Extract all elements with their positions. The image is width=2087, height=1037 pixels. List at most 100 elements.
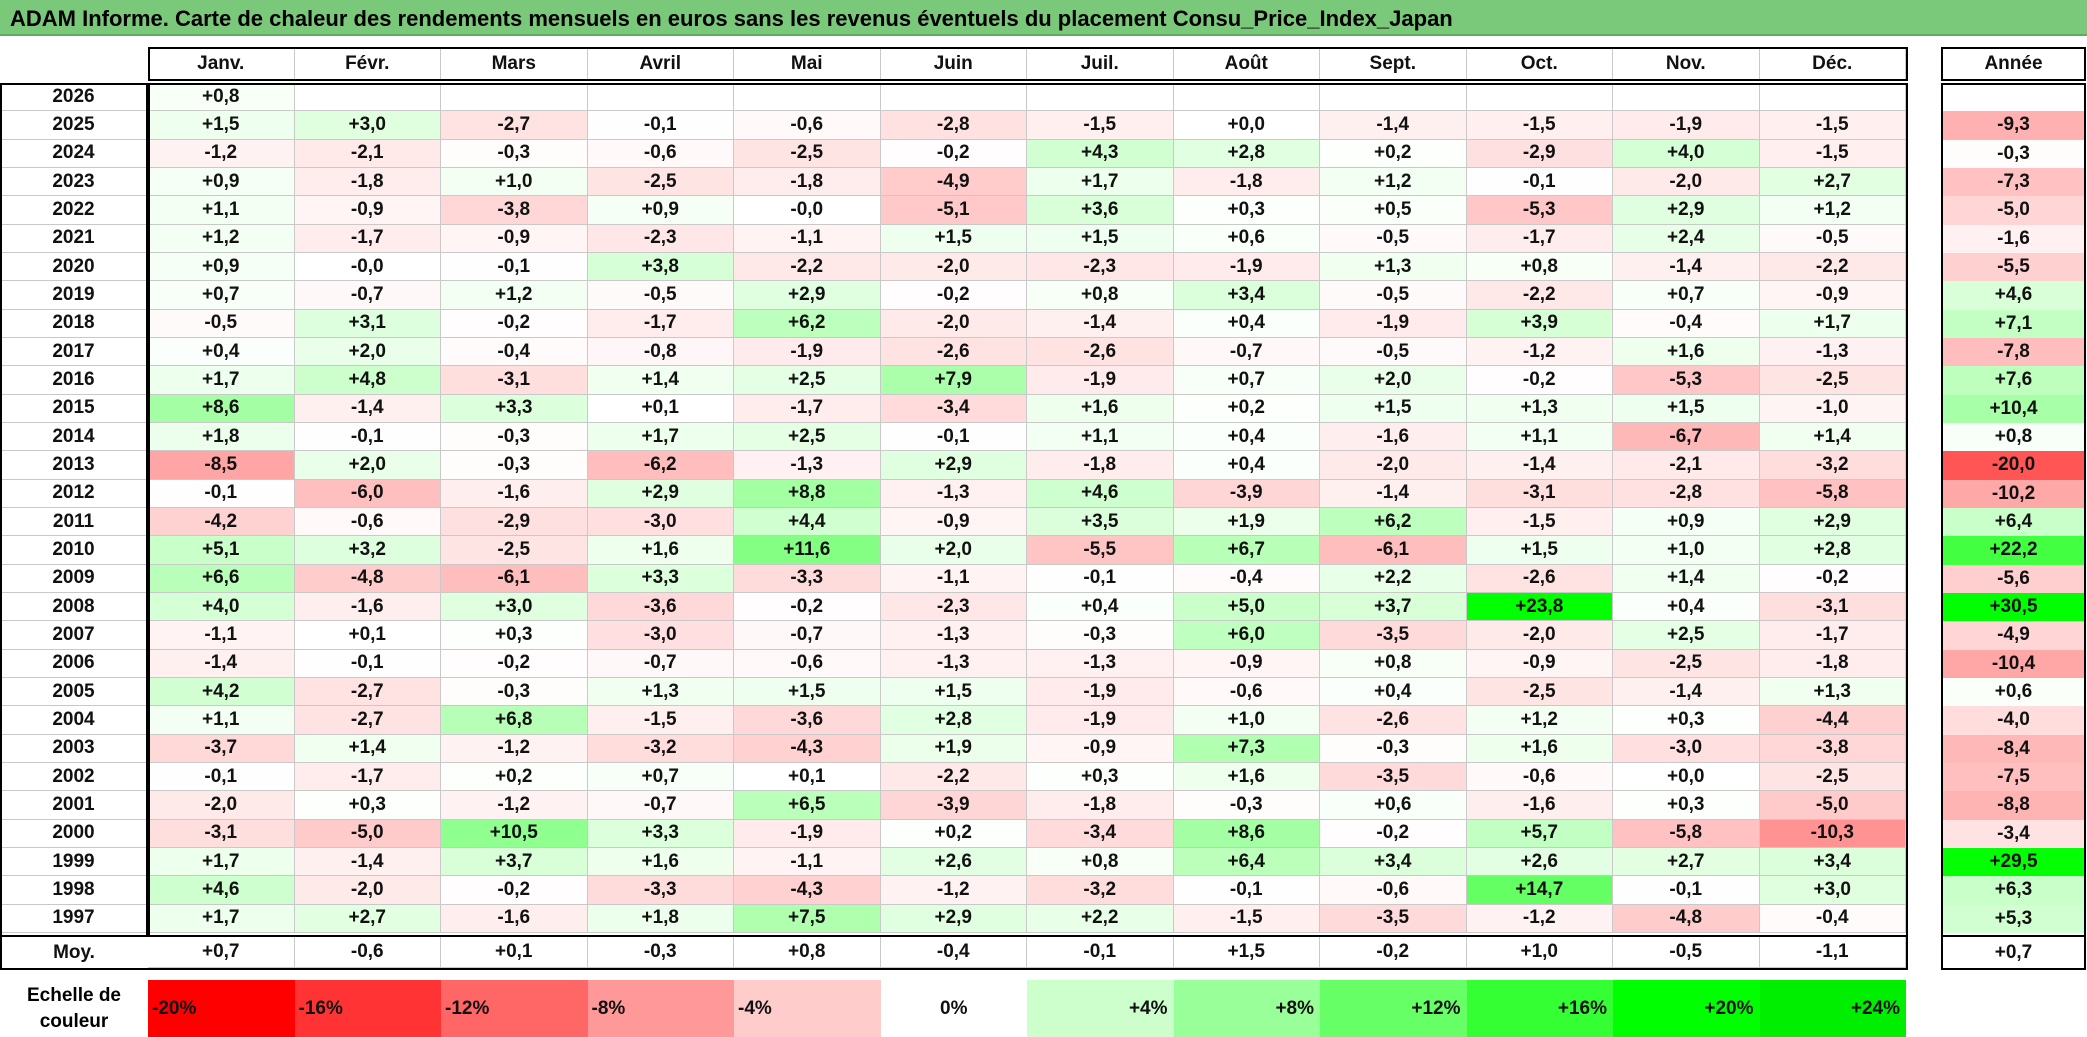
heatmap-cell: +0,3 bbox=[1027, 762, 1174, 792]
heatmap-cell: -0,3 bbox=[1320, 734, 1467, 763]
average-label: Moy. bbox=[0, 937, 148, 968]
color-scale-swatch: -16% bbox=[294, 980, 441, 1037]
heatmap-cell: -4,8 bbox=[294, 564, 441, 593]
year-label: 2010 bbox=[0, 536, 148, 565]
heatmap-cell bbox=[587, 83, 734, 112]
heatmap-cell: +8,8 bbox=[734, 479, 881, 508]
year-label: 2003 bbox=[0, 734, 148, 763]
heatmap-cell: -2,7 bbox=[294, 706, 441, 735]
heatmap-cell: -5,0 bbox=[1759, 791, 1906, 820]
annual-cell: -8,4 bbox=[1941, 734, 2086, 763]
year-label: 2013 bbox=[0, 451, 148, 480]
heatmap-cell: +0,2 bbox=[1320, 139, 1467, 168]
heatmap-cell: -3,1 bbox=[1466, 479, 1613, 508]
annual-cell: -9,3 bbox=[1941, 111, 2086, 140]
heatmap-cell: -0,7 bbox=[1173, 337, 1320, 367]
heatmap-cell: -1,3 bbox=[1027, 649, 1174, 678]
heatmap-cell: -1,5 bbox=[1759, 111, 1906, 140]
heatmap-cell: +0,3 bbox=[1613, 706, 1760, 735]
color-scale-swatch: 0% bbox=[880, 980, 1027, 1037]
heatmap-cell: -2,6 bbox=[1320, 706, 1467, 735]
heatmap-cell: -1,7 bbox=[294, 224, 441, 253]
heatmap-cell: +1,6 bbox=[1466, 734, 1613, 763]
heatmap-cell: +1,2 bbox=[1466, 706, 1613, 735]
heatmap-cell: +0,8 bbox=[1027, 281, 1174, 310]
heatmap-cell: +2,9 bbox=[880, 451, 1027, 480]
heatmap-cell: -1,8 bbox=[1027, 791, 1174, 820]
annual-cell: +30,5 bbox=[1941, 592, 2086, 622]
heatmap-cell: +1,9 bbox=[880, 734, 1027, 763]
annual-cell: -5,0 bbox=[1941, 196, 2086, 225]
month-header: Nov. bbox=[1613, 47, 1760, 81]
year-label: 2009 bbox=[0, 564, 148, 593]
heatmap-cell: +1,5 bbox=[734, 677, 881, 707]
heatmap-cell: +1,1 bbox=[1027, 422, 1174, 452]
heatmap-cell: +3,7 bbox=[441, 847, 588, 877]
heatmap-cell: -0,9 bbox=[1027, 734, 1174, 763]
heatmap-cell: -3,8 bbox=[1759, 734, 1906, 763]
heatmap-cell: +1,2 bbox=[1759, 196, 1906, 225]
heatmap-cell: -3,1 bbox=[1759, 592, 1906, 622]
heatmap-cell: -1,6 bbox=[441, 904, 588, 933]
heatmap-cell: +0,6 bbox=[1173, 224, 1320, 253]
heatmap-cell: -0,3 bbox=[1173, 791, 1320, 820]
heatmap-cell: -1,8 bbox=[734, 167, 881, 197]
heatmap-cell: +1,2 bbox=[1320, 167, 1467, 197]
heatmap-cell bbox=[1466, 83, 1613, 112]
heatmap-cell: -0,5 bbox=[587, 281, 734, 310]
heatmap-cell: -2,5 bbox=[441, 536, 588, 565]
heatmap-cell: +1,3 bbox=[1320, 252, 1467, 282]
heatmap-cell: +1,6 bbox=[1173, 762, 1320, 792]
heatmap-cell: -3,5 bbox=[1320, 621, 1467, 650]
month-header: Oct. bbox=[1466, 47, 1613, 81]
chart-title: ADAM Informe. Carte de chaleur des rende… bbox=[10, 6, 1453, 31]
average-cell: -0,3 bbox=[587, 937, 734, 968]
heatmap-cell: -2,9 bbox=[1466, 139, 1613, 168]
heatmap-cell bbox=[294, 83, 441, 112]
heatmap-cell: -0,1 bbox=[1173, 876, 1320, 905]
heatmap-cell: +1,1 bbox=[148, 706, 295, 735]
heatmap-cell: +1,8 bbox=[148, 422, 295, 452]
annual-cell: -1,6 bbox=[1941, 224, 2086, 253]
heatmap-cell: -1,1 bbox=[880, 564, 1027, 593]
heatmap-cell: -0,5 bbox=[1320, 281, 1467, 310]
heatmap-cell: -5,5 bbox=[1027, 536, 1174, 565]
heatmap-cell: -0,9 bbox=[294, 196, 441, 225]
year-label: 2012 bbox=[0, 479, 148, 508]
heatmap-cell: +0,9 bbox=[587, 196, 734, 225]
heatmap-cell: -0,8 bbox=[587, 337, 734, 367]
heatmap-cell: +4,0 bbox=[148, 592, 295, 622]
heatmap-cell: -3,2 bbox=[587, 734, 734, 763]
annual-cell: +7,1 bbox=[1941, 309, 2086, 338]
heatmap-cell: +0,4 bbox=[1613, 592, 1760, 622]
year-label: 2007 bbox=[0, 621, 148, 650]
heatmap-cell: -2,5 bbox=[1466, 677, 1613, 707]
heatmap-cell: -1,8 bbox=[1027, 451, 1174, 480]
annual-cell: +7,6 bbox=[1941, 366, 2086, 395]
heatmap-cell: +2,9 bbox=[1759, 507, 1906, 537]
heatmap-cell: +1,6 bbox=[1613, 337, 1760, 367]
heatmap-cell: +1,6 bbox=[587, 536, 734, 565]
heatmap-cell: -1,9 bbox=[734, 337, 881, 367]
heatmap-cell: +6,5 bbox=[734, 791, 881, 820]
heatmap-cell: +6,0 bbox=[1173, 621, 1320, 650]
heatmap-cell: -6,7 bbox=[1613, 422, 1760, 452]
heatmap-cell: -1,3 bbox=[734, 451, 881, 480]
year-label: 1997 bbox=[0, 904, 148, 933]
heatmap-cell: +3,3 bbox=[587, 564, 734, 593]
average-cell: -0,1 bbox=[1027, 937, 1174, 968]
heatmap-cell: -2,8 bbox=[880, 111, 1027, 140]
heatmap-cell: +2,9 bbox=[880, 904, 1027, 933]
heatmap-cell: +0,4 bbox=[1173, 422, 1320, 452]
heatmap-cell: +1,9 bbox=[1173, 507, 1320, 537]
heatmap-cell: +2,7 bbox=[294, 904, 441, 933]
heatmap-cell: +11,6 bbox=[734, 536, 881, 565]
heatmap-cell: -0,2 bbox=[441, 876, 588, 905]
heatmap-cell: -0,5 bbox=[1320, 337, 1467, 367]
heatmap-cell: +3,3 bbox=[587, 819, 734, 848]
heatmap-cell: -2,3 bbox=[880, 592, 1027, 622]
heatmap-cell: +2,8 bbox=[1173, 139, 1320, 168]
year-label: 1999 bbox=[0, 847, 148, 877]
heatmap-cell: -5,0 bbox=[294, 819, 441, 848]
heatmap-cell bbox=[1613, 83, 1760, 112]
